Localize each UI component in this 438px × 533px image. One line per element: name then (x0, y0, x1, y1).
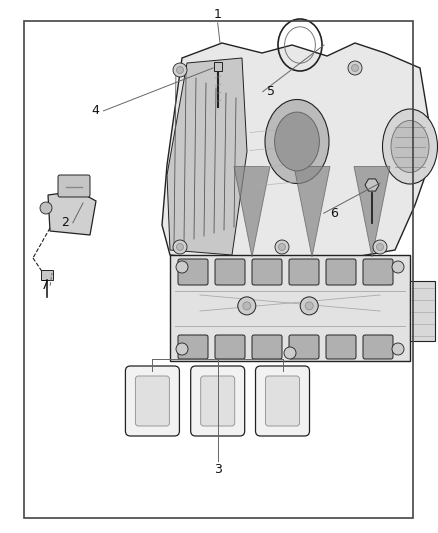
Circle shape (173, 63, 187, 77)
Circle shape (392, 261, 404, 273)
Ellipse shape (391, 120, 429, 173)
Circle shape (279, 244, 286, 251)
FancyBboxPatch shape (326, 259, 356, 285)
FancyBboxPatch shape (252, 259, 282, 285)
FancyBboxPatch shape (58, 175, 90, 197)
Circle shape (177, 67, 184, 74)
FancyBboxPatch shape (178, 259, 208, 285)
Circle shape (305, 302, 313, 310)
FancyBboxPatch shape (178, 335, 208, 359)
Circle shape (348, 61, 362, 75)
Text: 4: 4 (92, 104, 99, 117)
Text: 3: 3 (214, 463, 222, 475)
PathPatch shape (294, 166, 330, 257)
Circle shape (300, 297, 318, 315)
Circle shape (243, 302, 251, 310)
Text: 1: 1 (214, 9, 222, 21)
Circle shape (373, 240, 387, 254)
Bar (41, 270, 53, 280)
FancyBboxPatch shape (252, 335, 282, 359)
Circle shape (176, 343, 188, 355)
Text: 5: 5 (267, 85, 275, 98)
Ellipse shape (275, 112, 319, 171)
FancyBboxPatch shape (255, 366, 310, 436)
FancyBboxPatch shape (289, 259, 319, 285)
FancyBboxPatch shape (363, 335, 393, 359)
FancyBboxPatch shape (191, 366, 245, 436)
PathPatch shape (167, 58, 247, 255)
FancyBboxPatch shape (326, 335, 356, 359)
Text: 6: 6 (330, 207, 338, 220)
Bar (214, 62, 222, 71)
Ellipse shape (382, 109, 438, 184)
Circle shape (176, 261, 188, 273)
FancyBboxPatch shape (215, 335, 245, 359)
Circle shape (377, 244, 384, 251)
Circle shape (177, 244, 184, 251)
Bar (24, 21, 413, 518)
Bar (410, 281, 435, 341)
Circle shape (352, 64, 358, 71)
PathPatch shape (48, 191, 96, 235)
FancyBboxPatch shape (363, 259, 393, 285)
FancyBboxPatch shape (135, 376, 170, 426)
FancyBboxPatch shape (125, 366, 180, 436)
FancyBboxPatch shape (215, 259, 245, 285)
PathPatch shape (162, 43, 433, 265)
Circle shape (238, 297, 256, 315)
FancyBboxPatch shape (289, 335, 319, 359)
PathPatch shape (354, 166, 390, 257)
FancyBboxPatch shape (201, 376, 235, 426)
Text: 7: 7 (41, 279, 49, 292)
Circle shape (40, 202, 52, 214)
Circle shape (392, 343, 404, 355)
Ellipse shape (265, 100, 329, 183)
Circle shape (173, 240, 187, 254)
Text: 2: 2 (61, 216, 69, 229)
Bar (170, 255, 410, 361)
Circle shape (284, 347, 296, 359)
Circle shape (275, 240, 289, 254)
PathPatch shape (234, 166, 270, 257)
FancyBboxPatch shape (265, 376, 300, 426)
